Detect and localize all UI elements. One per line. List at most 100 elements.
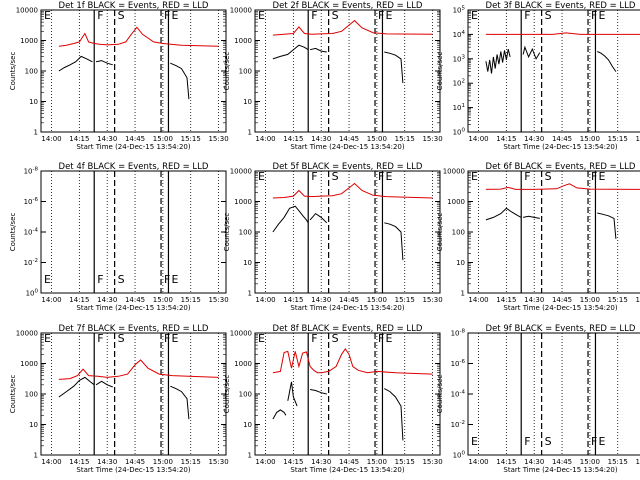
x-tick-label: 14:45 [339, 135, 359, 143]
x-tick-label: 15:30 [422, 296, 442, 304]
event-marker-label: E [171, 332, 178, 345]
x-tick-label: 14:00 [255, 296, 275, 304]
event-marker-label: F [524, 9, 530, 22]
event-marker-label: F [378, 9, 384, 22]
events-series-line [95, 60, 113, 66]
y-tick-label: 10000 [16, 330, 38, 338]
x-axis-label: Start Time (24-Dec-15 13:54:20) [76, 466, 190, 474]
y-axis-label: Counts/sec [436, 52, 444, 91]
y-axis-label: Counts/sec [9, 213, 17, 252]
events-series-line [485, 207, 522, 221]
y-tick-label: 100 [453, 451, 466, 460]
y-tick-label: 1 [248, 290, 252, 298]
panel-title: Det 1f BLACK = Events, RED = LLD [59, 1, 209, 11]
x-tick-label: 14:30 [97, 458, 117, 466]
x-axis-label: Start Time (24-Dec-15 13:54:20) [290, 143, 404, 151]
x-axis-label: Start Time (24-Dec-15 13:54:20) [290, 466, 404, 474]
event-marker-label: S [118, 273, 125, 286]
x-tick-label: 14:45 [339, 458, 359, 466]
event-marker-label: F [97, 273, 103, 286]
x-axis-label: Start Time (24-Dec-15 13:54:20) [76, 304, 190, 312]
x-tick-label: 15:15 [395, 296, 415, 304]
event-marker-label: S [545, 9, 552, 22]
lld-series-line [485, 183, 640, 190]
detector-panel: Det 7f BLACK = Events, RED = LLD 14:00 14:… [9, 324, 229, 474]
lld-series-line [272, 182, 433, 199]
event-marker-label: F [164, 9, 170, 22]
events-series-line [597, 212, 617, 239]
panel-title: Det 8f BLACK = Events, RED = LLD [273, 324, 423, 334]
x-tick-label: 14:45 [125, 135, 145, 143]
event-marker-label: E [258, 9, 265, 22]
x-axis-label: Start Time (24-Dec-15 13:54:20) [503, 466, 617, 474]
event-marker-label: S [332, 332, 339, 345]
x-tick-label: 14:15 [69, 458, 89, 466]
y-tick-label: 10 [243, 98, 252, 106]
x-tick-label: 15:00 [367, 296, 387, 304]
event-marker-label: F [311, 332, 317, 345]
x-tick-label: 15:30 [635, 458, 640, 466]
x-tick-label: 15:30 [635, 296, 640, 304]
event-marker-label: E [598, 9, 605, 22]
events-series-line [384, 388, 404, 441]
x-tick-label: 15:00 [153, 458, 173, 466]
y-axis-label: Counts/sec [223, 213, 231, 252]
y-tick-label: 10-2 [24, 258, 38, 267]
y-tick-label: 1000 [234, 198, 252, 206]
event-marker-label: F [164, 273, 170, 286]
x-tick-label: 15:00 [153, 135, 173, 143]
x-tick-label: 15:15 [608, 296, 628, 304]
y-tick-label: 10-2 [451, 420, 465, 429]
x-tick-label: 15:15 [608, 458, 628, 466]
x-tick-label: 15:15 [395, 135, 415, 143]
event-marker-label: E [385, 9, 392, 22]
y-axis-label: Counts/sec [9, 375, 17, 414]
event-marker-label: F [524, 170, 530, 183]
y-tick-label: 10-8 [451, 329, 466, 338]
events-series-line [170, 62, 190, 100]
event-marker-label: F [311, 9, 317, 22]
detector-panel: Det 4f BLACK = Events, RED = LLD 14:00 14:… [9, 162, 229, 312]
x-tick-label: 15:00 [153, 296, 173, 304]
y-tick-label: 1 [461, 290, 465, 298]
x-tick-label: 15:30 [208, 296, 228, 304]
event-marker-label: E [471, 435, 478, 448]
y-tick-label: 1000 [447, 198, 465, 206]
plot-frame [467, 332, 640, 456]
event-marker-label: F [591, 170, 597, 183]
y-tick-label: 1 [34, 129, 38, 137]
event-marker-label: S [545, 170, 552, 183]
x-tick-label: 15:00 [367, 458, 387, 466]
event-marker-label: E [598, 435, 605, 448]
events-series-line [384, 222, 404, 261]
x-axis-label: Start Time (24-Dec-15 13:54:20) [76, 143, 190, 151]
event-marker-label: F [591, 435, 597, 448]
panel-title: Det 5f BLACK = Events, RED = LLD [273, 162, 423, 172]
events-series-line [272, 205, 309, 233]
x-tick-label: 14:15 [496, 458, 516, 466]
events-series-line [58, 376, 95, 398]
event-marker-label: E [598, 170, 605, 183]
x-tick-label: 14:15 [283, 135, 303, 143]
x-tick-label: 15:15 [181, 458, 201, 466]
plot-frame [40, 332, 227, 456]
event-marker-label: S [332, 170, 339, 183]
event-marker-label: E [171, 273, 178, 286]
x-axis-label: Start Time (24-Dec-15 13:54:20) [503, 304, 617, 312]
x-tick-label: 14:15 [283, 296, 303, 304]
events-series-line [272, 409, 287, 420]
event-marker-label: E [471, 9, 478, 22]
y-tick-label: 10000 [230, 7, 252, 15]
x-tick-label: 14:15 [496, 296, 516, 304]
plot-frame [467, 9, 640, 133]
lld-series-line [272, 19, 433, 36]
y-tick-label: 1 [248, 452, 252, 460]
detector-panel: Det 5f BLACK = Events, RED = LLD 14:00 14:… [223, 162, 443, 312]
events-series-line [309, 212, 328, 224]
y-tick-label: 10 [456, 259, 465, 267]
panel-title: Det 2f BLACK = Events, RED = LLD [273, 1, 423, 11]
x-axis-label: Start Time (24-Dec-15 13:54:20) [290, 304, 404, 312]
x-tick-label: 14:45 [552, 296, 572, 304]
y-tick-label: 10-8 [24, 167, 39, 176]
events-series-line [310, 389, 327, 395]
